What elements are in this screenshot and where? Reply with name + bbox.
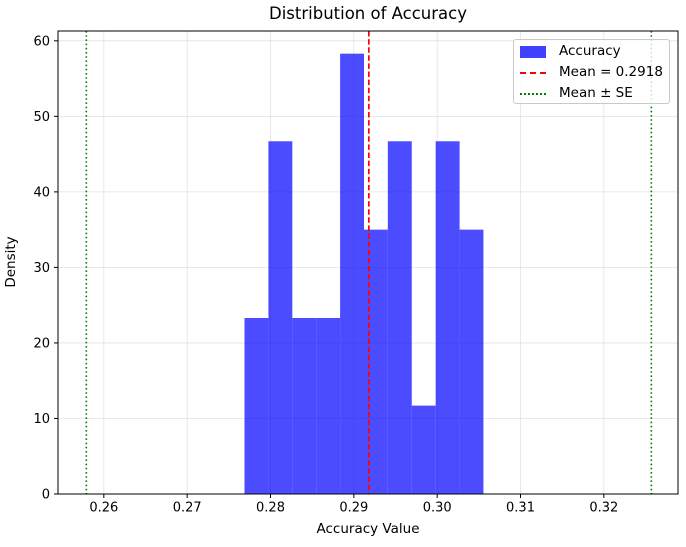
legend-label-se: Mean ± SE: [559, 85, 633, 101]
legend-swatch-se-dotted-line: [520, 92, 546, 95]
legend-item-mean: Mean = 0.2918: [520, 62, 669, 83]
histogram-bar: [435, 141, 460, 495]
legend-item-accuracy: Accuracy: [520, 41, 669, 62]
x-tick-label: 0.30: [423, 501, 452, 516]
y-tick-label: 30: [33, 261, 50, 276]
histogram-bar: [292, 318, 317, 494]
y-tick-label: 60: [33, 34, 50, 49]
histogram-bar: [268, 141, 293, 495]
histogram-bar: [244, 318, 269, 494]
y-tick-label: 10: [33, 412, 50, 427]
histogram-bar: [340, 53, 364, 494]
histogram-bar: [387, 141, 412, 495]
x-tick-label: 0.31: [506, 501, 535, 516]
y-tick-label: 40: [33, 185, 50, 200]
histogram-bar: [411, 405, 436, 494]
x-tick-label: 0.26: [89, 501, 118, 516]
plot-border: [57, 30, 679, 495]
legend-item-se: Mean ± SE: [520, 83, 669, 104]
x-axis-label: Accuracy Value: [316, 521, 420, 537]
y-tick-label: 20: [33, 336, 50, 351]
x-tick-label: 0.27: [173, 501, 202, 516]
legend-label-mean: Mean = 0.2918: [559, 64, 663, 80]
x-tick-label: 0.29: [339, 501, 368, 516]
histogram-bar: [316, 318, 341, 494]
histogram-bar: [459, 229, 484, 494]
x-tick-label: 0.32: [589, 501, 618, 516]
histogram-bar: [364, 229, 388, 494]
y-axis-label: Density: [3, 236, 19, 288]
y-tick-label: 0: [42, 488, 50, 503]
legend-swatch-mean-dashed-line: [520, 71, 546, 74]
x-tick-label: 0.28: [256, 501, 285, 516]
y-tick-label: 50: [33, 110, 50, 125]
legend-swatch-accuracy-patch: [520, 45, 546, 58]
legend-label-accuracy: Accuracy: [559, 43, 621, 59]
chart-title: Distribution of Accuracy: [269, 4, 467, 23]
legend: Accuracy Mean = 0.2918 Mean ± SE: [513, 39, 670, 104]
